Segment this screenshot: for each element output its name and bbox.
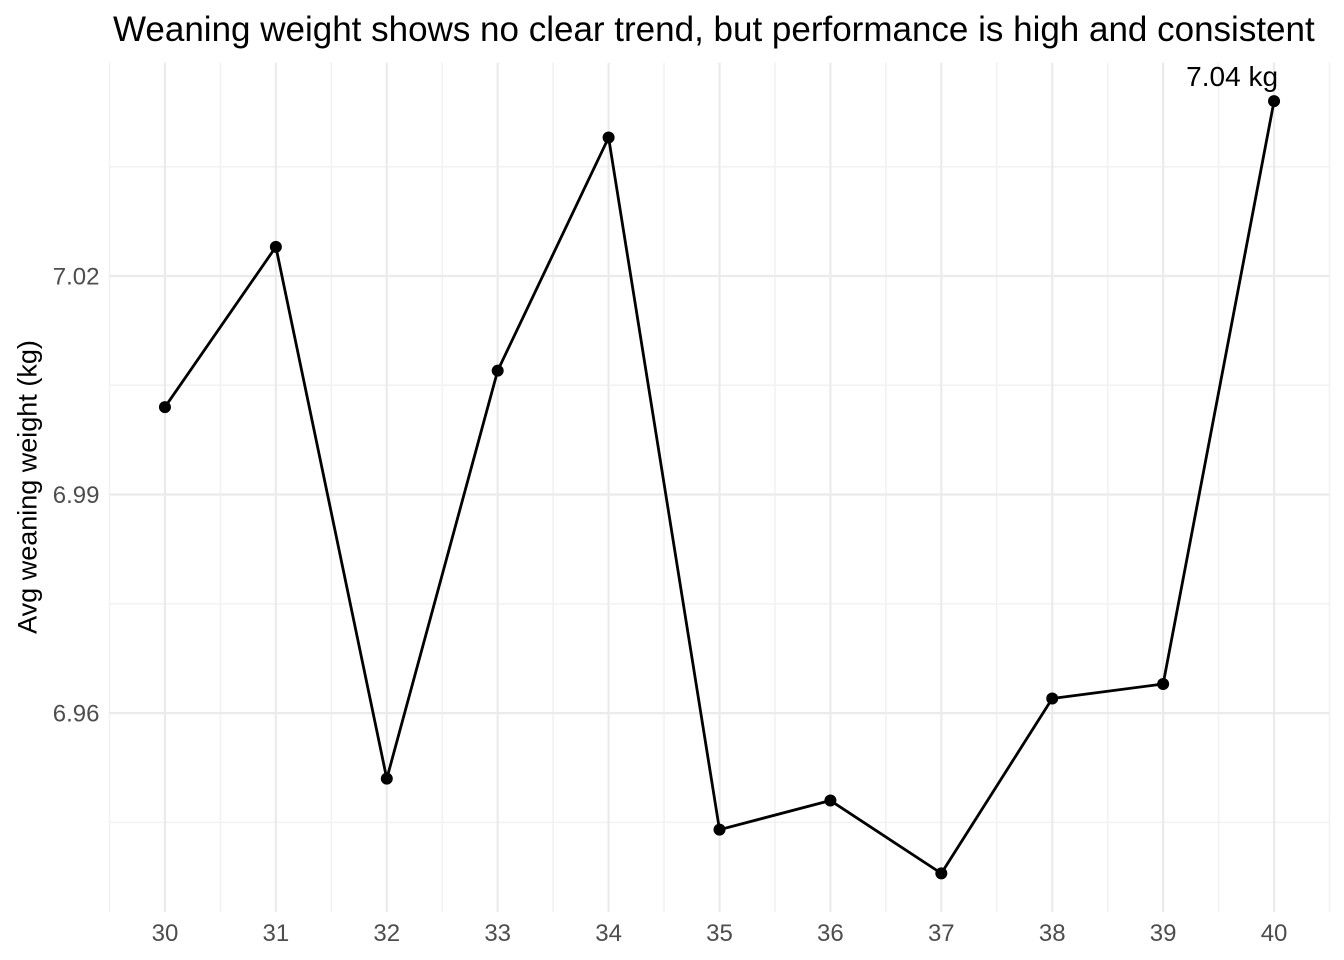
- y-tick-label: 6.99: [53, 482, 100, 509]
- y-tick-label: 7.02: [53, 263, 100, 290]
- data-point: [1157, 677, 1170, 690]
- x-tick-label: 37: [928, 920, 955, 947]
- x-tick-label: 38: [1039, 920, 1066, 947]
- x-tick-label: 30: [152, 920, 179, 947]
- data-point: [602, 131, 615, 144]
- data-point: [713, 823, 726, 836]
- data-point: [1046, 692, 1059, 705]
- y-tick-label: 6.96: [53, 701, 100, 728]
- data-point: [1268, 95, 1281, 108]
- x-tick-label: 40: [1261, 920, 1288, 947]
- data-point: [824, 794, 837, 807]
- data-point: [269, 240, 282, 253]
- data-point: [935, 867, 948, 880]
- x-tick-label: 32: [373, 920, 400, 947]
- x-tick-label: 36: [817, 920, 844, 947]
- max-value-annotation: 7.04 kg: [1186, 61, 1278, 92]
- x-tick-label: 31: [263, 920, 290, 947]
- data-point: [158, 401, 171, 414]
- x-tick-label: 34: [595, 920, 622, 947]
- x-tick-label: 39: [1150, 920, 1177, 947]
- chart-title: Weaning weight shows no clear trend, but…: [113, 10, 1315, 49]
- data-point: [491, 364, 504, 377]
- x-tick-label: 35: [706, 920, 733, 947]
- x-tick-label: 33: [484, 920, 511, 947]
- data-point: [380, 772, 393, 785]
